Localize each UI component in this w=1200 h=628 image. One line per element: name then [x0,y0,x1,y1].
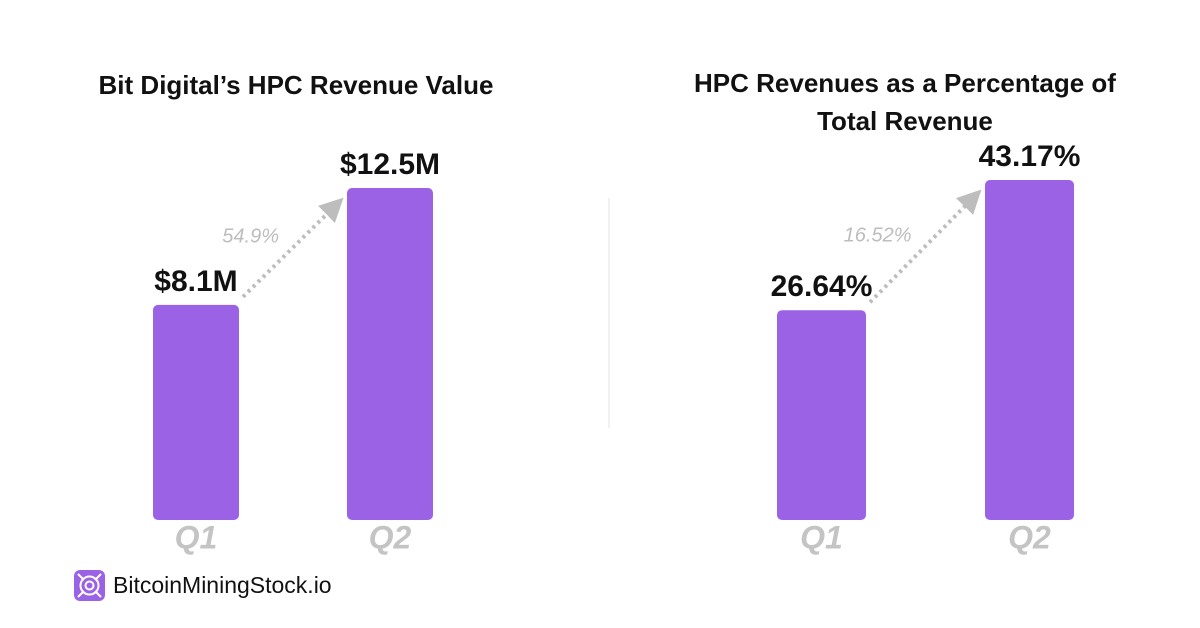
chart-title: HPC Revenues as a Percentage of Total Re… [694,68,1116,136]
value-label: $12.5M [340,148,440,181]
x-tick-label: Q2 [369,519,412,555]
x-tick-label: Q2 [1008,519,1051,555]
growth-arrow [868,189,982,304]
x-tick-label: Q1 [800,519,843,555]
brand-icon [74,570,105,601]
x-tick-label: Q1 [175,519,218,555]
growth-label: 54.9% [222,226,279,248]
chart-title: Bit Digital’s HPC Revenue Value [98,70,494,100]
value-label: 43.17% [979,140,1081,173]
bar [347,188,433,520]
growth-arrow [241,197,344,299]
value-label: $8.1M [154,265,237,298]
growth-label: 16.52% [844,224,912,246]
bar [153,304,239,520]
brand-name: BitcoinMiningStock.io [113,572,332,598]
value-label: 26.64% [771,270,873,303]
bar [777,310,866,520]
bar [985,180,1074,520]
